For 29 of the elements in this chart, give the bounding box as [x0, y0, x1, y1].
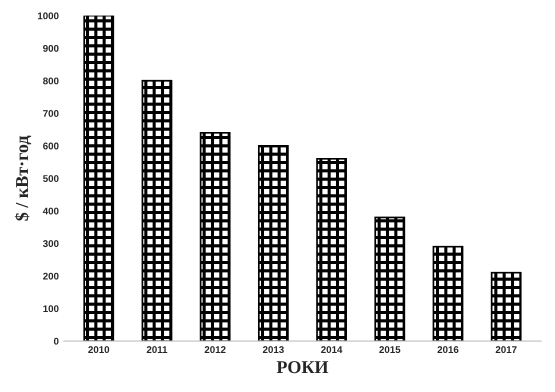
bar	[490, 272, 522, 342]
x-tick-label: 2011	[146, 346, 168, 354]
bar	[316, 158, 347, 342]
y-tick-label: 800	[43, 77, 59, 84]
y-tick-label: 100	[43, 305, 59, 312]
y-tick-label: 500	[43, 175, 59, 182]
x-tick-label: 2017	[496, 346, 517, 354]
y-tick-label: 700	[43, 110, 59, 117]
bar	[142, 80, 172, 342]
y-tick-label: 400	[42, 208, 59, 215]
x-tick-label: 2016	[438, 346, 458, 354]
bar	[432, 246, 464, 342]
x-tick-label: 2015	[379, 346, 400, 354]
y-axis-title: $ / кВт·год	[14, 136, 32, 221]
x-tick-label: 2010	[88, 346, 110, 354]
x-tick-label: 2014	[321, 346, 342, 354]
y-tick-label: 300	[42, 240, 59, 248]
y-tick-label: 0	[54, 338, 59, 345]
y-tick-label: 600	[43, 142, 59, 150]
bar	[83, 16, 114, 342]
y-tick-label: 1000	[38, 12, 59, 20]
y-tick-label: 200	[43, 272, 59, 280]
x-axis-title: РОКИ	[276, 361, 328, 374]
bar	[374, 216, 406, 342]
x-tick-label: 2013	[262, 346, 284, 354]
bar	[200, 132, 231, 342]
y-tick-label: 900	[43, 44, 59, 52]
bar	[258, 144, 289, 342]
x-tick-label: 2012	[204, 346, 226, 354]
